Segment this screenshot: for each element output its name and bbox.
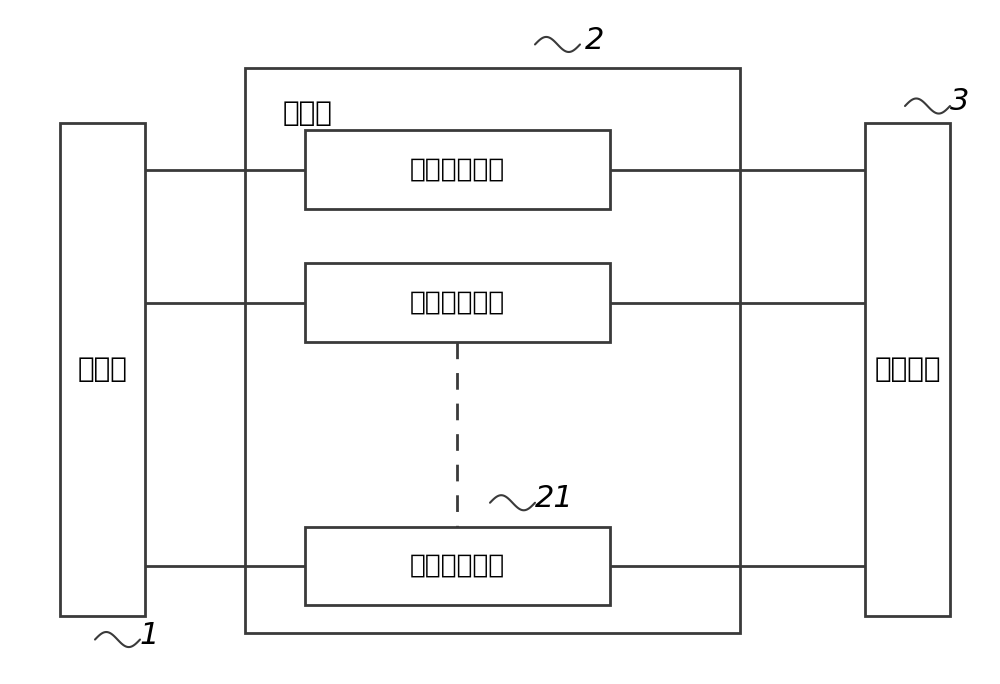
Bar [305, 527, 610, 605]
Text: 中转服务端端: 中转服务端端 [410, 553, 505, 579]
Text: 1: 1 [140, 621, 159, 650]
Text: 节点池: 节点池 [283, 99, 333, 127]
Text: 中转服务端端: 中转服务端端 [410, 156, 505, 183]
Text: 中转服务端端: 中转服务端端 [410, 289, 505, 316]
Bar [865, 123, 950, 616]
Text: 21: 21 [535, 484, 574, 513]
Bar [60, 123, 145, 616]
Text: 3: 3 [950, 88, 969, 116]
Bar [305, 263, 610, 342]
Text: 源服务端: 源服务端 [874, 356, 941, 383]
Text: 2: 2 [585, 26, 604, 55]
Text: 客户端: 客户端 [78, 356, 127, 383]
Bar [305, 130, 610, 209]
Bar [245, 68, 740, 633]
